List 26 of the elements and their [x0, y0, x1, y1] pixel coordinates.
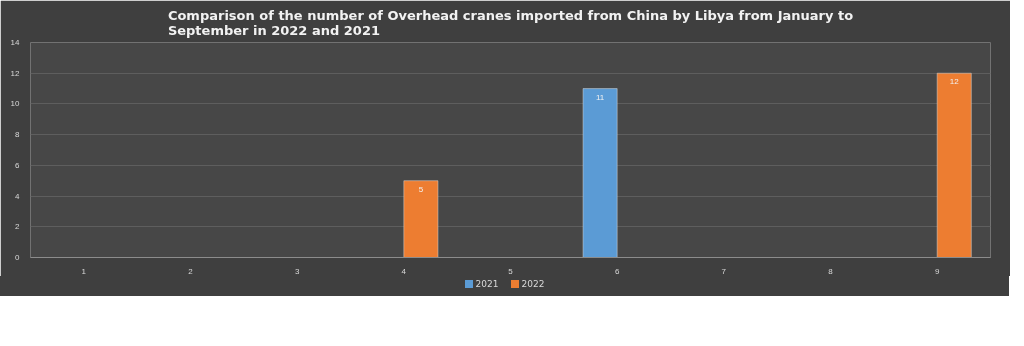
y-tick-label: 14	[10, 38, 21, 47]
bar	[936, 72, 972, 258]
y-tick-label: 8	[15, 130, 21, 140]
y-tick-label: 6	[15, 160, 21, 170]
data-label: 5	[418, 184, 424, 194]
y-tick-label: 2	[15, 222, 21, 232]
y-tick-label: 10	[10, 99, 21, 109]
x-tick-label: 8	[828, 266, 834, 276]
data-label: 11	[595, 92, 605, 102]
y-tick-label: 0	[15, 253, 21, 262]
x-tick-label: 7	[721, 266, 727, 276]
legend-label: 2022	[521, 279, 545, 289]
x-tick-label: 4	[401, 266, 407, 276]
x-tick-label: 9	[934, 266, 940, 276]
x-tick-label: 5	[508, 266, 514, 276]
data-label: 12	[949, 77, 960, 87]
bar	[403, 180, 439, 258]
legend-label: 2021	[475, 279, 499, 289]
x-tick-label: 1	[81, 266, 87, 276]
x-tick-label: 6	[614, 266, 620, 276]
chart-title: Comparison of the number of Overhead cranes imported from China by Libya from January to September in 2022 and 2021	[167, 7, 854, 38]
x-tick-label: 2	[188, 266, 194, 276]
y-tick-label: 4	[15, 191, 21, 201]
y-tick-label: 12	[10, 68, 21, 78]
x-tick-label: 3	[294, 266, 300, 276]
bar	[582, 88, 618, 258]
